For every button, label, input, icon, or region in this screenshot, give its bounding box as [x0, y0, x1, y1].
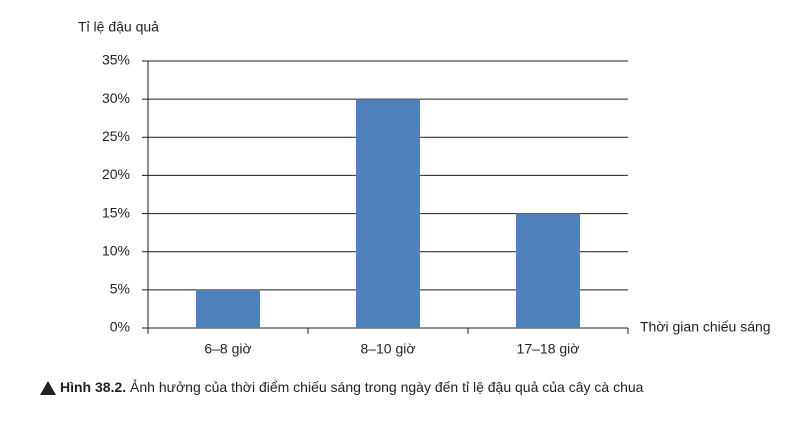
y-tick-label: 30%: [102, 90, 130, 106]
caption: Hình 38.2. Ảnh hưởng của thời điểm chiếu…: [60, 379, 644, 395]
x-tick-label: 8–10 giờ: [360, 341, 415, 357]
caption-label: Hình 38.2.: [60, 379, 126, 395]
y-tick-label: 15%: [102, 204, 130, 220]
bar: [356, 99, 420, 329]
y-tick-label: 5%: [110, 281, 130, 297]
x-tick-label: 17–18 giờ: [517, 341, 580, 357]
x-axis-label: Thời gian chiếu sáng: [640, 319, 771, 335]
y-tick-label: 10%: [102, 242, 130, 258]
y-axis-label: Tỉ lệ đậu quả: [78, 19, 159, 35]
y-tick-label: 20%: [102, 166, 130, 182]
caption-text: Ảnh hưởng của thời điểm chiếu sáng trong…: [130, 379, 644, 395]
y-tick-label: 35%: [102, 52, 130, 68]
y-tick-label: 0%: [110, 319, 130, 335]
caption-marker: [40, 381, 56, 395]
bar: [516, 213, 580, 328]
y-tick-label: 25%: [102, 128, 130, 144]
x-tick-label: 6–8 giờ: [204, 341, 251, 357]
bar: [196, 289, 260, 328]
